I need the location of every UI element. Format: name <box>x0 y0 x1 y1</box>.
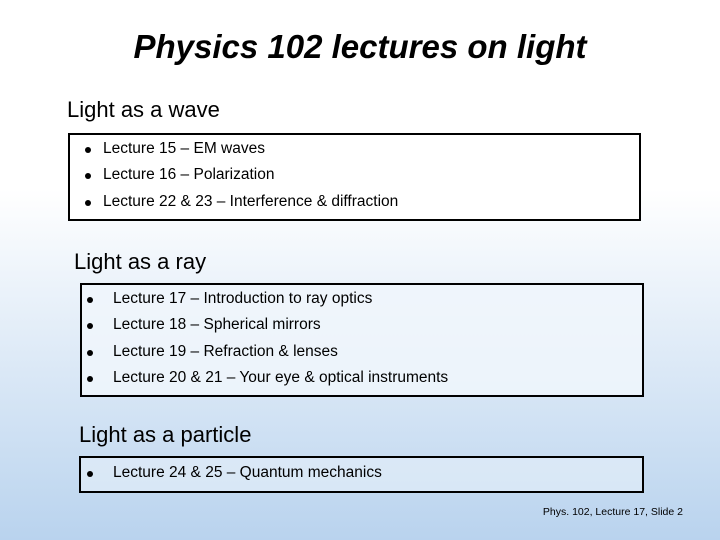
slide-footer: Phys. 102, Lecture 17, Slide 2 <box>542 506 683 518</box>
list-item: Lecture 19 – Refraction & lenses <box>113 343 338 360</box>
list-item: Lecture 17 – Introduction to ray optics <box>113 290 373 307</box>
bullet <box>85 147 91 153</box>
section-heading: Light as a ray <box>74 249 207 274</box>
bullet <box>87 297 93 303</box>
bullet <box>85 200 91 206</box>
section-box <box>79 456 644 493</box>
bullet <box>87 471 93 477</box>
bullet <box>85 173 91 179</box>
list-item: Lecture 15 – EM waves <box>103 140 265 157</box>
bullet <box>87 376 93 382</box>
section-box <box>68 133 641 221</box>
section-heading: Light as a wave <box>67 97 220 122</box>
section-heading: Light as a particle <box>79 422 252 447</box>
list-item: Lecture 18 – Spherical mirrors <box>113 316 321 333</box>
list-item: Lecture 20 & 21 – Your eye & optical ins… <box>113 369 449 386</box>
bullet <box>87 323 93 329</box>
list-item: Lecture 24 & 25 – Quantum mechanics <box>113 464 382 481</box>
slide-title: Physics 102 lectures on light <box>133 28 587 65</box>
list-item: Lecture 22 & 23 – Interference & diffrac… <box>103 193 399 210</box>
list-item: Lecture 16 – Polarization <box>103 166 275 183</box>
section-box <box>80 283 644 397</box>
bullet <box>87 350 93 356</box>
